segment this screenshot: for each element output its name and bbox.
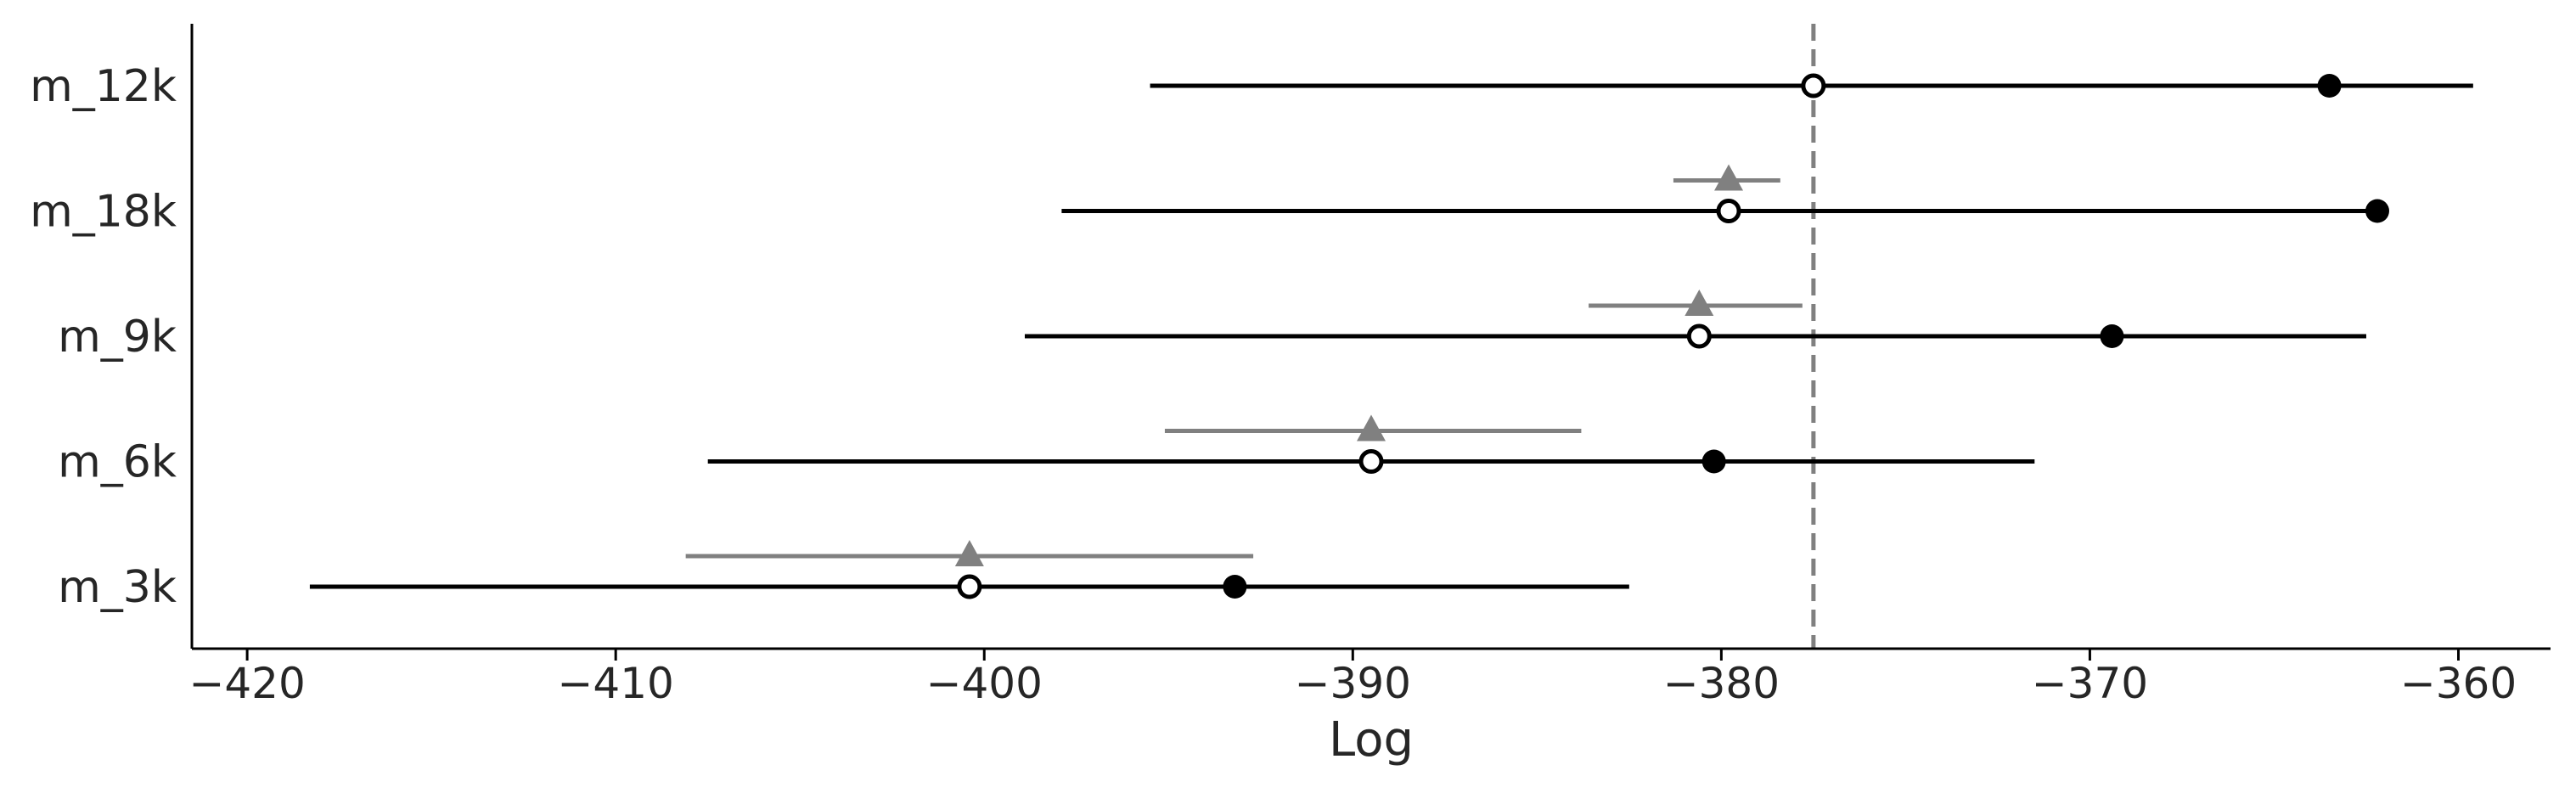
model-label: m_3k xyxy=(58,562,177,613)
model-label: m_18k xyxy=(30,187,177,238)
marks-layer xyxy=(309,73,2473,599)
x-tick-label: −380 xyxy=(1663,659,1780,708)
elpd-point xyxy=(1801,73,1826,98)
axes-layer xyxy=(190,24,2551,650)
x-tick-label: −360 xyxy=(2400,659,2517,708)
x-ticks: −420 −410 −400 −390 −380 −370 −360 xyxy=(188,649,2517,708)
in-sample-point xyxy=(1701,449,1726,474)
x-axis-label: Log xyxy=(1329,712,1414,768)
difference-marker xyxy=(954,540,984,566)
in-sample-point xyxy=(2100,324,2124,348)
elpd-point xyxy=(1716,199,1741,223)
in-sample-point xyxy=(2317,74,2342,98)
x-tick-label: −400 xyxy=(926,659,1043,708)
model-label: m_9k xyxy=(58,312,177,363)
in-sample-point xyxy=(1223,575,1247,599)
difference-marker xyxy=(1685,290,1714,316)
elpd-point xyxy=(957,574,982,599)
in-sample-point xyxy=(2365,199,2389,223)
model-labels: m_12k m_18k m_9k m_6k m_3k xyxy=(30,61,177,613)
x-tick-label: −420 xyxy=(188,659,305,708)
elpd-point xyxy=(1358,449,1384,474)
model-label: m_6k xyxy=(58,437,177,488)
elpd-point xyxy=(1686,323,1712,349)
x-tick-label: −410 xyxy=(558,659,674,708)
x-tick-label: −390 xyxy=(1295,659,1411,708)
difference-marker xyxy=(1357,414,1386,441)
x-tick-label: −370 xyxy=(2032,659,2148,708)
difference-marker xyxy=(1714,164,1744,191)
model-label: m_12k xyxy=(30,61,177,112)
